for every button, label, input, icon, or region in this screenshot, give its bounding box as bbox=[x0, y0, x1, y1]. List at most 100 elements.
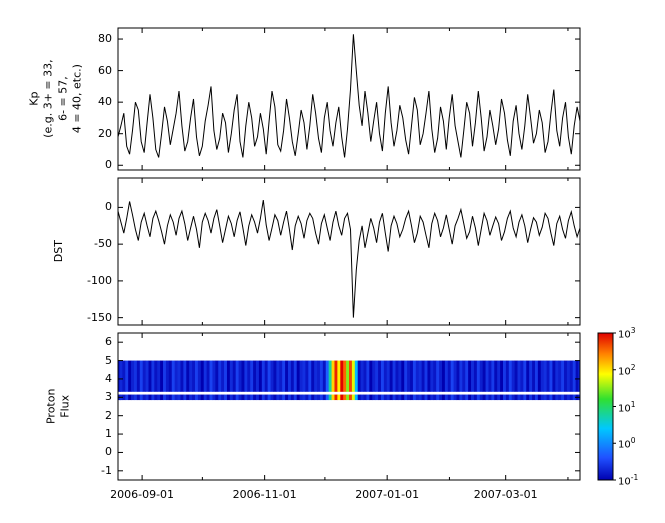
proton-flux-cell bbox=[311, 360, 315, 392]
proton-flux-cell bbox=[380, 360, 385, 392]
proton-flux-cell bbox=[221, 394, 225, 401]
proton-flux-cell bbox=[165, 394, 170, 401]
proton-flux-cell bbox=[296, 394, 301, 401]
proton-flux-cell bbox=[174, 394, 178, 401]
proton-flux-cell bbox=[401, 360, 405, 392]
proton-flux-cell bbox=[430, 394, 434, 401]
proton-flux-cell bbox=[482, 394, 486, 401]
proton-flux-ytick-label: 1 bbox=[105, 427, 112, 441]
proton-flux-cell bbox=[497, 360, 501, 392]
proton-flux-cell bbox=[412, 360, 417, 392]
proton-flux-cell bbox=[215, 394, 219, 401]
proton-flux-cell bbox=[343, 394, 347, 401]
proton-flux-cell bbox=[436, 394, 440, 401]
proton-flux-cell bbox=[177, 394, 181, 401]
proton-flux-cell bbox=[540, 394, 545, 401]
proton-flux-cell bbox=[212, 360, 216, 392]
proton-flux-cell bbox=[468, 360, 472, 392]
proton-flux-cell bbox=[447, 360, 452, 392]
colorbar-tick-label: 100 bbox=[618, 436, 636, 451]
proton-flux-cell bbox=[471, 360, 475, 392]
proton-flux-cell bbox=[174, 360, 178, 392]
proton-flux-cell bbox=[163, 360, 167, 392]
proton-flux-cell bbox=[372, 360, 376, 392]
proton-flux-cell bbox=[241, 394, 245, 401]
proton-flux-cell bbox=[317, 360, 321, 392]
proton-flux-ytick-label: 6 bbox=[105, 335, 112, 349]
proton-flux-cell bbox=[349, 360, 353, 392]
proton-flux-cell bbox=[235, 360, 239, 392]
proton-flux-cell bbox=[317, 394, 321, 401]
proton-flux-cell bbox=[209, 360, 213, 392]
dst-index-frame bbox=[117, 177, 581, 326]
proton-flux-cell bbox=[325, 394, 330, 401]
proton-flux-cell bbox=[383, 360, 388, 392]
proton-flux-cell bbox=[276, 394, 280, 401]
proton-flux-cell bbox=[267, 360, 271, 392]
proton-flux-cell bbox=[444, 394, 449, 401]
proton-flux-cell bbox=[270, 360, 274, 392]
colorbar-tick-label: 103 bbox=[618, 326, 636, 341]
kp-index-ytick-label: 40 bbox=[98, 95, 112, 109]
proton-flux-cell bbox=[418, 394, 423, 401]
proton-flux-cell bbox=[192, 394, 196, 401]
proton-flux-cell bbox=[372, 394, 376, 401]
proton-flux-cell bbox=[273, 360, 277, 392]
proton-flux-cell bbox=[139, 394, 144, 401]
proton-flux-cell bbox=[238, 394, 242, 401]
proton-flux-cell bbox=[229, 394, 234, 401]
proton-flux-cell bbox=[226, 360, 231, 392]
proton-flux-cell bbox=[154, 394, 158, 401]
proton-flux-cell bbox=[195, 360, 199, 392]
proton-flux-ytick-label: 5 bbox=[105, 353, 112, 367]
proton-flux-cell bbox=[125, 394, 129, 401]
proton-flux-cell bbox=[354, 394, 359, 401]
proton-flux-cell bbox=[439, 360, 443, 392]
proton-flux-cell bbox=[471, 394, 475, 401]
proton-flux-cell bbox=[479, 394, 484, 401]
proton-flux-cell bbox=[180, 394, 184, 401]
proton-flux-cell bbox=[290, 360, 295, 392]
proton-flux-cell bbox=[168, 360, 173, 392]
colorbar-exponent: 2 bbox=[630, 362, 636, 372]
proton-flux-cell bbox=[462, 360, 466, 392]
proton-flux-cell bbox=[569, 360, 574, 392]
proton-flux-cell bbox=[343, 360, 347, 392]
proton-flux-cell bbox=[389, 394, 393, 401]
proton-flux-cell bbox=[145, 360, 149, 392]
proton-flux-cell bbox=[386, 394, 391, 401]
dst-index-ytick-label: -50 bbox=[94, 237, 112, 251]
colorbar-exponent: 0 bbox=[630, 436, 636, 446]
proton-flux-cell bbox=[154, 360, 158, 392]
proton-flux-cell bbox=[529, 394, 533, 401]
proton-flux-cell bbox=[319, 360, 324, 392]
proton-flux-cell bbox=[520, 394, 524, 401]
proton-flux-cell bbox=[508, 394, 513, 401]
proton-flux-cell bbox=[133, 394, 138, 401]
proton-flux-cell bbox=[441, 394, 446, 401]
proton-flux-cell bbox=[168, 394, 173, 401]
proton-flux-cell bbox=[148, 360, 152, 392]
proton-flux-cell bbox=[314, 394, 318, 401]
proton-flux-cell bbox=[500, 394, 504, 401]
proton-flux-cell bbox=[171, 360, 176, 392]
proton-flux-cell bbox=[247, 360, 251, 392]
proton-flux-cell bbox=[447, 394, 452, 401]
proton-flux-cell bbox=[410, 394, 414, 401]
proton-flux-ytick-label: 3 bbox=[105, 390, 112, 404]
kp-index-ytick-label: 20 bbox=[98, 126, 112, 140]
proton-flux-cell bbox=[549, 394, 553, 401]
proton-flux-cell bbox=[125, 360, 129, 392]
proton-flux-cell bbox=[212, 394, 216, 401]
proton-flux-cell bbox=[363, 360, 367, 392]
proton-flux-cell bbox=[450, 394, 455, 401]
proton-flux-cell bbox=[256, 394, 260, 401]
proton-flux-cell bbox=[424, 394, 428, 401]
proton-flux-cell bbox=[322, 394, 327, 401]
proton-flux-cell bbox=[503, 394, 507, 401]
x-date-label: 2006-09-01 bbox=[110, 488, 175, 501]
proton-flux-cell bbox=[462, 394, 466, 401]
proton-flux-cell bbox=[122, 394, 126, 401]
proton-flux-cell bbox=[206, 360, 210, 392]
dst-index-ytick-label: 0 bbox=[105, 200, 112, 214]
